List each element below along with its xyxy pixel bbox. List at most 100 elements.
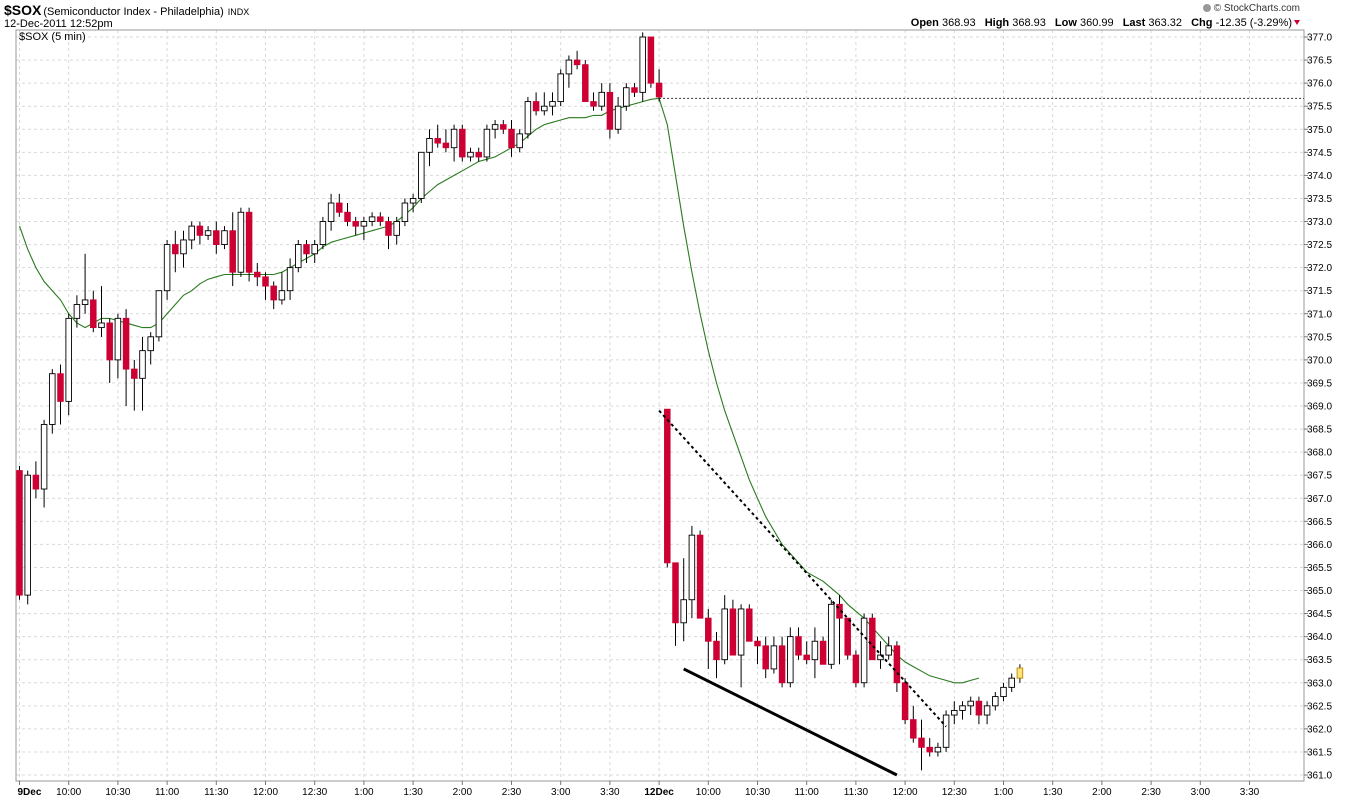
candle-body (16, 470, 23, 596)
candle (57, 364, 64, 425)
candle-body (721, 608, 728, 661)
candle-body (139, 350, 146, 379)
x-tick-label: 1:30 (1043, 787, 1063, 798)
chart-header: $SOX (Semiconductor Index - Philadelphia)… (0, 0, 1350, 44)
candle-body (983, 705, 991, 716)
candle-body (918, 737, 925, 748)
chg-label: Chg (1191, 17, 1213, 29)
y-tick-label: 364.5 (1307, 609, 1332, 620)
series-label: $SOX (5 min) (19, 31, 86, 43)
candle-body (549, 101, 556, 107)
candle (327, 193, 335, 231)
candle (844, 617, 851, 660)
brand[interactable]: © StockCharts.com (1202, 3, 1300, 14)
candle-body (221, 230, 228, 246)
candle (967, 696, 974, 716)
candle-body (541, 105, 548, 112)
x-tick-label: 1:00 (354, 787, 374, 798)
candle-body (787, 636, 794, 684)
candle-body (631, 87, 638, 93)
candle-body (122, 317, 130, 370)
candle-body (573, 59, 581, 66)
candle-body (213, 230, 220, 246)
y-tick-label: 373.0 (1307, 217, 1332, 228)
candle (869, 613, 876, 661)
candle (918, 719, 925, 771)
candle (122, 309, 130, 406)
y-tick-label: 377.0 (1307, 33, 1332, 44)
candle (623, 83, 630, 111)
x-tick-label: 12:30 (302, 787, 327, 798)
candle-body (992, 696, 999, 707)
candle (590, 92, 597, 111)
y-tick-label: 361.0 (1307, 771, 1332, 782)
candle-body (901, 682, 909, 721)
candle (557, 69, 564, 107)
y-tick-label: 366.5 (1307, 517, 1332, 528)
candle-body (754, 640, 761, 647)
y-axis: 377.0 376.5 376.0 375.5 375.0 374.5 374.0 373.5… (1304, 33, 1332, 782)
symbol-title: $SOX (Semiconductor Index - Philadelphia)… (4, 2, 249, 18)
candle-body (131, 368, 138, 379)
candle (713, 632, 720, 679)
candle (975, 696, 983, 725)
candle (828, 599, 835, 669)
candle-body (729, 608, 737, 656)
candle-body (196, 225, 204, 236)
candle (672, 562, 679, 646)
candle-body (188, 225, 195, 241)
candle (262, 272, 269, 300)
candle (483, 124, 491, 162)
candle (524, 96, 532, 139)
candle (688, 525, 696, 619)
candle (401, 198, 409, 227)
candle (721, 595, 728, 665)
last-label: Last (1122, 17, 1146, 29)
candle (106, 318, 113, 383)
candle-body (155, 290, 163, 338)
candle (32, 461, 40, 499)
candle (188, 221, 195, 250)
candle (508, 120, 515, 157)
candle-body (24, 474, 31, 596)
x-tick-label: 10:00 (696, 787, 721, 798)
candle-body (746, 608, 753, 642)
candle (754, 636, 761, 665)
y-tick-label: 368.5 (1307, 425, 1332, 436)
x-tick-label: 11:30 (204, 787, 229, 798)
candle (746, 604, 753, 642)
candle-body (647, 36, 655, 84)
candle-body (795, 636, 802, 656)
y-tick-label: 369.0 (1307, 402, 1332, 413)
candle (910, 705, 917, 743)
candle-body (557, 73, 564, 103)
candle (286, 258, 294, 300)
y-tick-label: 368.0 (1307, 448, 1332, 459)
y-tick-label: 374.0 (1307, 171, 1332, 182)
candle (860, 613, 868, 688)
x-tick-label: 3:00 (551, 787, 571, 798)
candle (229, 212, 236, 287)
candle-body (286, 267, 294, 292)
candle (98, 286, 105, 337)
candle-body (885, 645, 892, 656)
candle-body (516, 133, 523, 149)
x-tick-label: 11:00 (795, 787, 820, 798)
candle (319, 216, 327, 250)
candle-body (1000, 686, 1007, 698)
y-tick-label: 367.0 (1307, 494, 1332, 505)
brand-text: © StockCharts.com (1213, 3, 1300, 14)
candle (16, 465, 23, 600)
candle-body (500, 124, 507, 130)
candle (393, 216, 400, 245)
candle (90, 290, 97, 333)
candle (377, 212, 384, 227)
candle (336, 193, 343, 217)
high-label: High (984, 17, 1010, 29)
candle (491, 120, 499, 139)
x-tick-label: 9Dec (18, 787, 42, 798)
candle (1000, 682, 1007, 702)
y-tick-label: 370.0 (1307, 355, 1332, 366)
x-tick-label: 11:30 (844, 787, 869, 798)
candle (155, 290, 163, 342)
